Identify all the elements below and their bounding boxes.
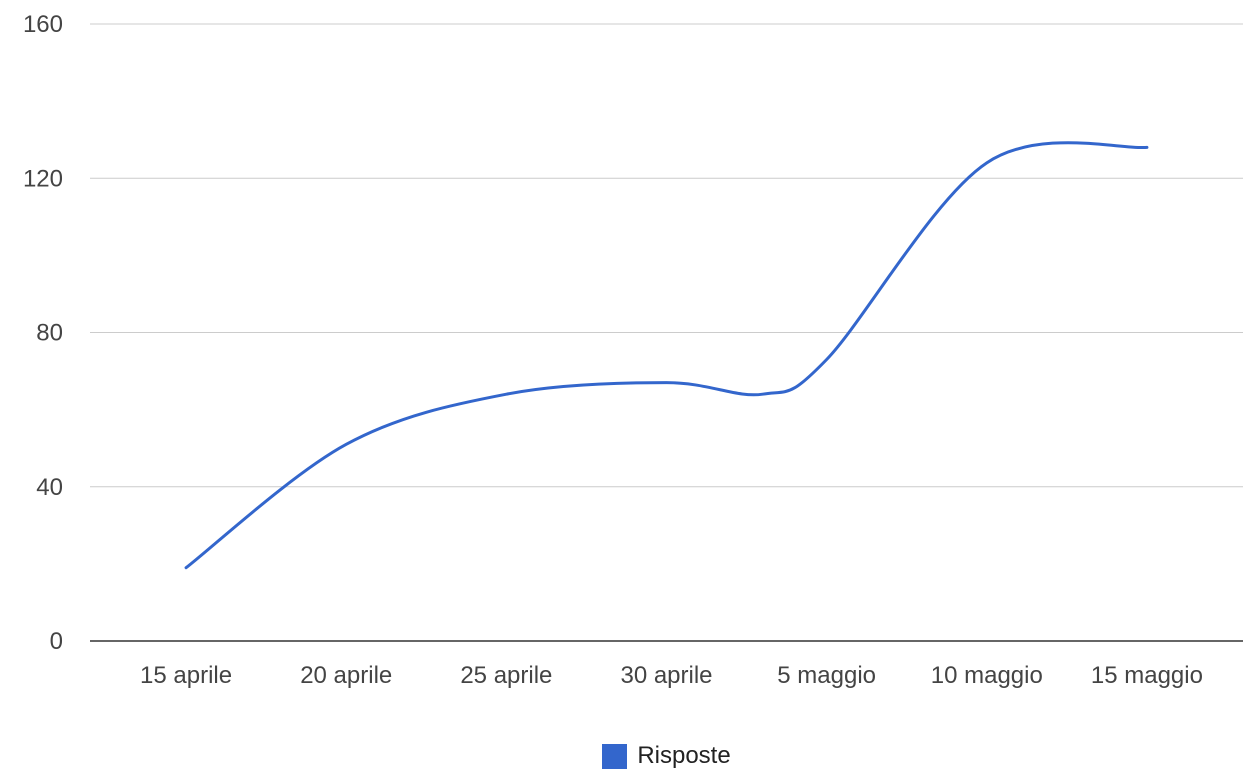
series-line-risposte[interactable] <box>184 141 1149 570</box>
x-tick-label: 25 aprile <box>460 662 552 689</box>
x-tick-label: 15 aprile <box>140 662 232 689</box>
legend-item[interactable]: Risposte <box>602 742 731 770</box>
grid-lines <box>90 23 1243 642</box>
chart-canvas: 0 40 80 120 160 15 aprile 20 aprile 25 aprile 3… <box>23 11 1243 689</box>
data-point[interactable] <box>822 354 832 364</box>
x-axis-labels: 15 aprile 20 aprile 25 aprile 30 aprile 5 ma… <box>140 662 1203 689</box>
legend-swatch <box>602 743 628 769</box>
legend-label: Risposte <box>637 742 731 769</box>
x-tick-label: 15 maggio <box>1091 662 1203 689</box>
x-tick-label: 5 maggio <box>777 662 876 689</box>
y-tick-label: 160 <box>23 11 63 38</box>
y-tick-label: 0 <box>50 628 63 655</box>
data-point[interactable] <box>181 563 191 573</box>
y-tick-label: 80 <box>36 320 63 347</box>
data-point[interactable] <box>341 439 351 449</box>
data-point[interactable] <box>662 378 672 388</box>
x-tick-label: 10 maggio <box>931 662 1043 689</box>
y-tick-label: 40 <box>36 474 63 501</box>
data-point[interactable] <box>1142 142 1152 152</box>
y-tick-label: 120 <box>23 165 63 192</box>
data-point[interactable] <box>982 158 992 168</box>
data-point[interactable] <box>501 389 511 399</box>
x-tick-label: 20 aprile <box>300 662 392 689</box>
series-lines <box>181 141 1152 573</box>
data-point[interactable] <box>758 389 768 399</box>
x-tick-label: 30 aprile <box>620 662 712 689</box>
y-axis-labels: 0 40 80 120 160 <box>23 11 63 655</box>
legend: Risposte <box>0 742 1243 770</box>
